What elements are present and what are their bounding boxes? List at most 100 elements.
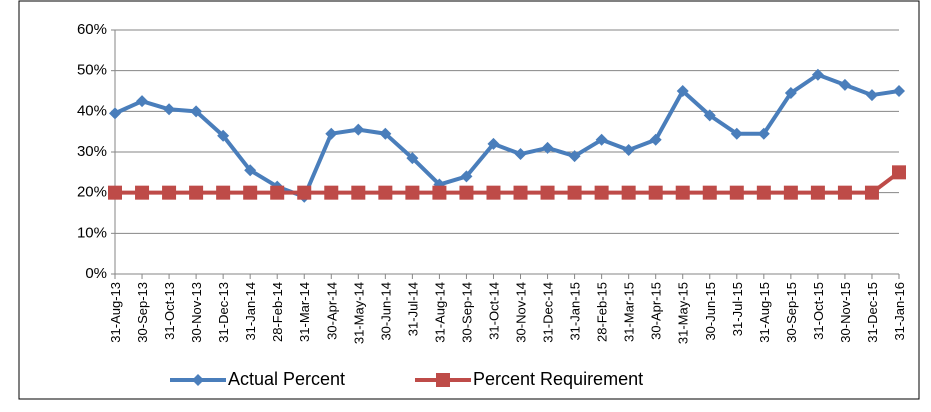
point [352, 123, 365, 136]
x-tick-label: 30-Apr-15 [649, 282, 664, 340]
point [594, 185, 609, 200]
y-tick-label: 50% [77, 62, 107, 79]
x-tick-label: 31-Dec-14 [541, 282, 556, 343]
point [703, 109, 716, 122]
y-tick-label: 20% [77, 184, 107, 201]
point [487, 137, 500, 150]
point [351, 185, 366, 200]
point [459, 185, 474, 200]
x-tick-label: 30-Nov-14 [514, 282, 529, 343]
x-tick-label: 31-Oct-15 [811, 282, 826, 340]
x-tick-label: 31-Aug-13 [108, 282, 123, 343]
point [513, 185, 528, 200]
point [136, 95, 149, 108]
point [432, 185, 447, 200]
x-tick-label: 31-Aug-15 [757, 282, 772, 343]
point [893, 85, 905, 97]
chart-frame [18, 0, 920, 400]
x-tick-label: 31-Mar-14 [297, 282, 312, 342]
legend-label: Actual Percent [228, 369, 345, 389]
point [135, 185, 150, 200]
point [486, 185, 501, 200]
point [892, 165, 906, 180]
point [567, 185, 582, 200]
x-tick-label: 30-Jun-14 [378, 282, 393, 341]
x-tick-label: 30-Sep-14 [459, 282, 474, 343]
point [163, 103, 176, 116]
point [783, 185, 798, 200]
point [378, 185, 393, 200]
point [541, 141, 554, 154]
x-tick-label: 31-Jan-15 [568, 282, 583, 341]
x-tick-label: 31-Jan-14 [243, 282, 258, 341]
legend-marker [192, 374, 204, 386]
y-tick-label: 30% [77, 143, 107, 160]
point [189, 185, 204, 200]
point [837, 185, 852, 200]
point [514, 148, 527, 161]
point [729, 185, 744, 200]
x-tick-label: 31-Aug-14 [432, 282, 447, 343]
point [811, 68, 824, 81]
y-tick-label: 60% [77, 21, 107, 38]
point [109, 107, 121, 120]
series-line [114, 72, 900, 199]
y-tick-label: 40% [77, 102, 107, 119]
y-tick-label: 0% [85, 265, 107, 282]
point [756, 185, 771, 200]
legend-label: Percent Requirement [473, 369, 643, 389]
x-tick-label: 30-Sep-15 [784, 282, 799, 343]
x-tick-label: 30-Apr-14 [324, 282, 339, 340]
point [325, 127, 338, 140]
point [675, 185, 690, 200]
legend-marker [436, 373, 450, 387]
x-tick-label: 31-Jan-16 [892, 282, 907, 341]
point [324, 185, 339, 200]
point [244, 164, 257, 177]
point [621, 185, 636, 200]
point [595, 133, 608, 146]
point [702, 185, 717, 200]
point [622, 143, 635, 156]
x-tick-label: 31-Oct-14 [486, 282, 501, 340]
point [460, 170, 473, 183]
x-tick-label: 30-Jun-15 [703, 282, 718, 341]
x-tick-label: 31-Oct-13 [162, 282, 177, 340]
point [540, 185, 555, 200]
x-tick-label: 31-May-15 [676, 282, 691, 344]
point [217, 129, 230, 142]
x-tick-label: 31-Dec-15 [865, 282, 880, 343]
x-tick-label: 30-Sep-13 [135, 282, 150, 343]
point [270, 185, 285, 200]
point [379, 127, 392, 140]
point [297, 185, 312, 200]
x-tick-label: 31-Jul-14 [405, 282, 420, 336]
point [216, 185, 231, 200]
point [405, 185, 420, 200]
x-tick-label: 31-May-14 [351, 282, 366, 344]
point [243, 185, 258, 200]
x-tick-label: 31-Dec-13 [216, 282, 231, 343]
point [649, 133, 662, 146]
point [757, 127, 770, 140]
point [648, 185, 663, 200]
point [190, 105, 203, 118]
point [838, 78, 851, 91]
point [730, 127, 743, 140]
x-tick-label: 31-Mar-15 [622, 282, 637, 342]
y-tick-label: 10% [77, 224, 107, 241]
x-tick-label: 28-Feb-14 [270, 282, 285, 342]
point [784, 87, 797, 100]
x-tick-label: 30-Nov-15 [838, 282, 853, 343]
point [810, 185, 825, 200]
x-tick-label: 30-Nov-13 [189, 282, 204, 343]
x-tick-label: 31-Jul-15 [730, 282, 745, 336]
x-tick-label: 28-Feb-15 [595, 282, 610, 342]
point [108, 185, 122, 200]
point [676, 85, 689, 97]
point [865, 89, 878, 102]
point [162, 185, 177, 200]
point [864, 185, 879, 200]
point [406, 152, 419, 165]
